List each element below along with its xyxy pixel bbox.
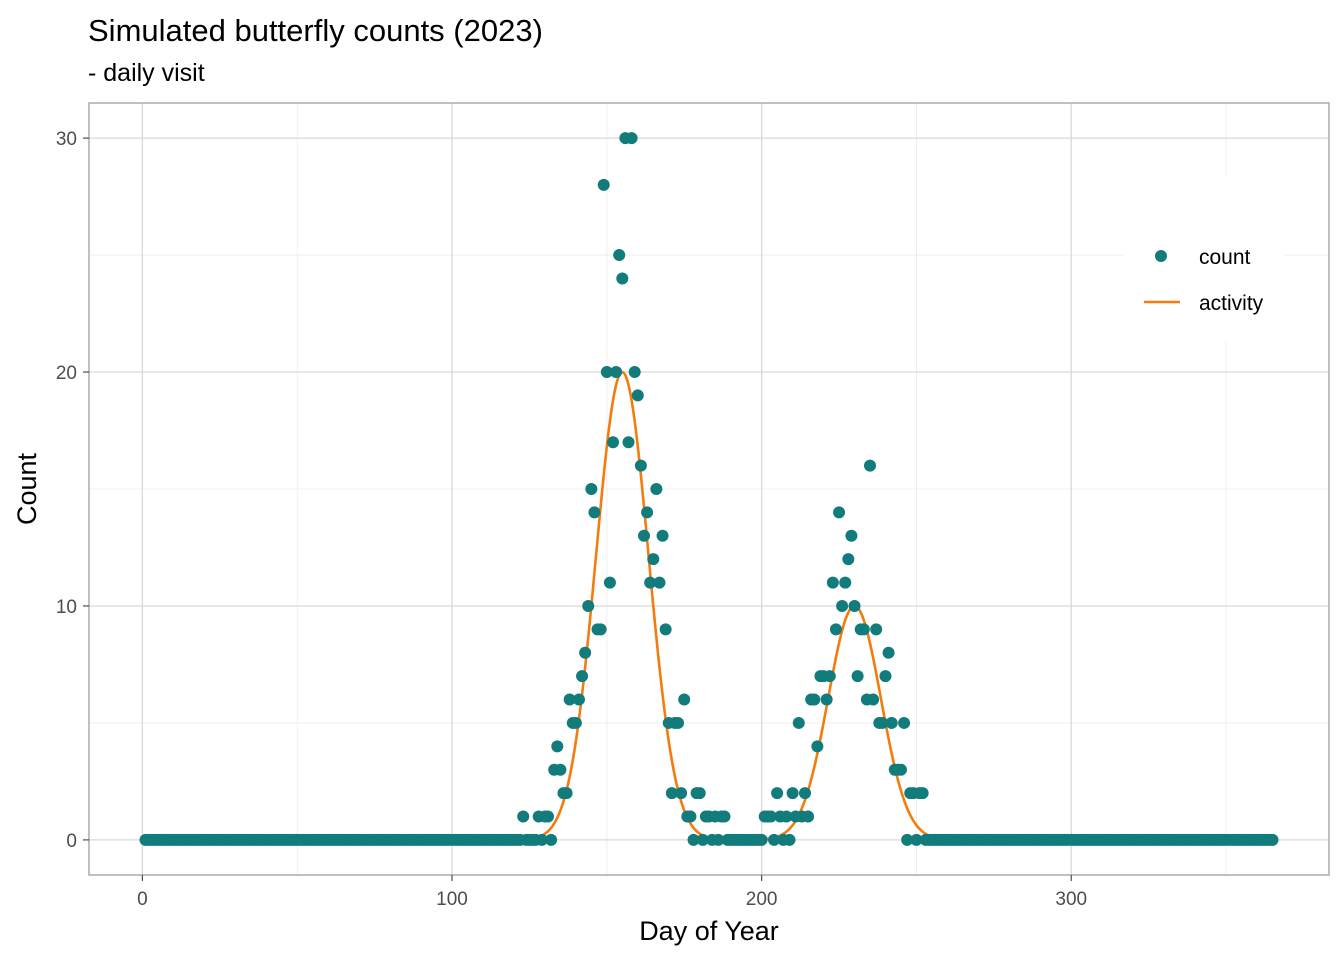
count-point bbox=[836, 600, 848, 612]
count-point bbox=[576, 670, 588, 682]
count-point bbox=[579, 647, 591, 659]
x-tick-label: 0 bbox=[137, 889, 148, 910]
count-point bbox=[849, 600, 861, 612]
count-point bbox=[585, 483, 597, 495]
count-point bbox=[799, 787, 811, 799]
x-tick-label: 100 bbox=[436, 889, 468, 910]
count-point bbox=[718, 811, 730, 823]
y-tick-label: 20 bbox=[56, 363, 77, 384]
count-point bbox=[647, 553, 659, 565]
count-point bbox=[827, 577, 839, 589]
count-point bbox=[638, 530, 650, 542]
count-point bbox=[917, 787, 929, 799]
x-tick-label: 200 bbox=[746, 889, 778, 910]
count-point bbox=[554, 764, 566, 776]
count-point bbox=[678, 694, 690, 706]
count-point bbox=[623, 436, 635, 448]
count-point bbox=[824, 670, 836, 682]
count-point bbox=[650, 483, 662, 495]
count-point bbox=[784, 834, 796, 846]
count-point bbox=[830, 623, 842, 635]
count-point bbox=[595, 623, 607, 635]
count-point bbox=[787, 787, 799, 799]
count-point bbox=[845, 530, 857, 542]
count-point bbox=[756, 834, 768, 846]
count-point bbox=[870, 623, 882, 635]
count-point bbox=[793, 717, 805, 729]
count-point bbox=[626, 132, 638, 144]
count-point bbox=[588, 506, 600, 518]
chart-subtitle: - daily visit bbox=[88, 59, 205, 87]
count-point bbox=[517, 811, 529, 823]
count-point bbox=[607, 436, 619, 448]
y-axis: 0 10 20 30 bbox=[56, 129, 89, 852]
count-point bbox=[1267, 834, 1279, 846]
count-point bbox=[842, 553, 854, 565]
count-point bbox=[545, 834, 557, 846]
count-point bbox=[821, 694, 833, 706]
count-point bbox=[867, 694, 879, 706]
count-point bbox=[570, 717, 582, 729]
count-point bbox=[657, 530, 669, 542]
count-point bbox=[573, 694, 585, 706]
legend-count-swatch bbox=[1155, 250, 1167, 262]
count-point bbox=[833, 506, 845, 518]
count-point bbox=[858, 623, 870, 635]
count-point bbox=[672, 717, 684, 729]
count-point bbox=[551, 740, 563, 752]
legend-activity-label: activity bbox=[1199, 292, 1264, 315]
x-axis: 0 100 200 300 bbox=[137, 875, 1087, 910]
count-point bbox=[879, 670, 891, 682]
count-point bbox=[808, 694, 820, 706]
count-point bbox=[886, 717, 898, 729]
count-point bbox=[675, 787, 687, 799]
count-point bbox=[839, 577, 851, 589]
count-point bbox=[641, 506, 653, 518]
count-point bbox=[898, 717, 910, 729]
count-point bbox=[598, 179, 610, 191]
count-point bbox=[802, 811, 814, 823]
count-point bbox=[811, 740, 823, 752]
count-point bbox=[684, 811, 696, 823]
count-point bbox=[883, 647, 895, 659]
chart-title: Simulated butterfly counts (2023) bbox=[88, 13, 543, 48]
count-point bbox=[613, 249, 625, 261]
legend-count-label: count bbox=[1199, 246, 1251, 269]
count-point bbox=[771, 787, 783, 799]
legend: count activity bbox=[1124, 176, 1284, 342]
y-tick-label: 10 bbox=[56, 597, 77, 618]
count-point bbox=[561, 787, 573, 799]
count-point bbox=[635, 460, 647, 472]
y-tick-label: 0 bbox=[66, 831, 77, 852]
x-axis-title: Day of Year bbox=[639, 916, 779, 946]
count-point bbox=[852, 670, 864, 682]
count-point bbox=[660, 623, 672, 635]
count-point bbox=[616, 272, 628, 284]
count-point bbox=[895, 764, 907, 776]
count-point bbox=[653, 577, 665, 589]
count-point bbox=[604, 577, 616, 589]
count-point bbox=[632, 389, 644, 401]
y-tick-label: 30 bbox=[56, 129, 77, 150]
count-point bbox=[542, 811, 554, 823]
count-point bbox=[582, 600, 594, 612]
count-point bbox=[629, 366, 641, 378]
count-point bbox=[610, 366, 622, 378]
y-axis-title: Count bbox=[12, 452, 42, 525]
count-point bbox=[694, 787, 706, 799]
count-point bbox=[864, 460, 876, 472]
x-tick-label: 300 bbox=[1055, 889, 1087, 910]
